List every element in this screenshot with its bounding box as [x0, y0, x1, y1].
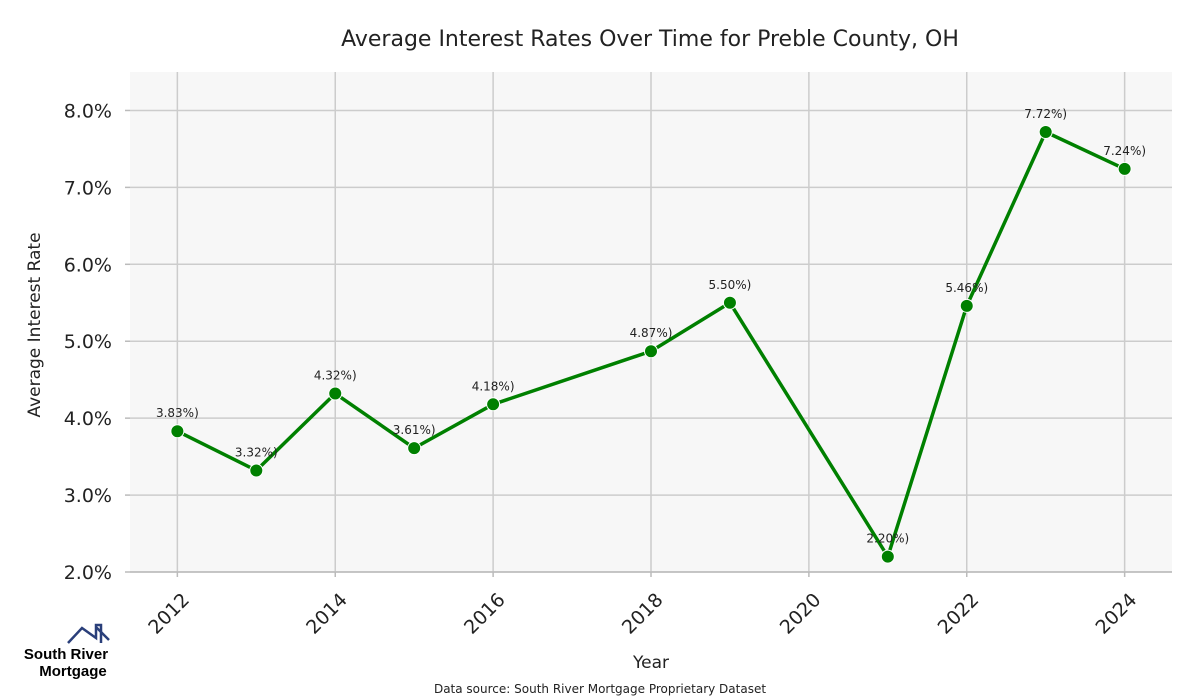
chart-title: Average Interest Rates Over Time for Pre…: [341, 27, 959, 52]
data-point: [486, 397, 501, 412]
logo-line2: Mortgage: [39, 663, 107, 680]
series-line-group: [170, 125, 1132, 564]
data-label: 4.18%): [472, 379, 515, 393]
point-labels: 3.83%) 3.32%) 4.32%) 3.61%) 4.18%) 4.87%) 5.50…: [156, 107, 1146, 546]
y-tick-label: 7.0%: [64, 177, 112, 199]
data-label: 3.61%): [393, 423, 436, 437]
data-source-note: Data source: South River Mortgage Propri…: [434, 682, 766, 696]
grid-lines: [130, 72, 1172, 573]
data-point: [644, 344, 658, 359]
x-axis-title: Year: [632, 653, 669, 673]
data-label: 7.72%): [1024, 107, 1067, 121]
y-tick-label: 4.0%: [64, 408, 112, 430]
y-tick-label: 5.0%: [64, 331, 112, 353]
data-point: [1038, 125, 1053, 139]
y-tick-label: 6.0%: [64, 254, 112, 276]
data-label: 3.32%): [235, 445, 278, 459]
data-label: 5.46%): [945, 281, 988, 295]
logo-line1: South River: [24, 646, 108, 663]
data-point: [959, 298, 974, 313]
data-point: [170, 424, 185, 439]
y-tick-label: 8.0%: [64, 100, 112, 122]
data-point: [249, 463, 264, 478]
data-label: 7.24%): [1103, 144, 1146, 158]
y-axis-title: Average Interest Rate: [25, 232, 45, 417]
house-icon: [67, 623, 110, 644]
data-point: [722, 295, 737, 310]
data-label: 2.20%): [866, 532, 909, 546]
data-label: 5.50%): [709, 278, 752, 292]
y-tick-label: 3.0%: [64, 485, 112, 507]
data-point: [1117, 161, 1132, 176]
data-label: 3.83%): [156, 406, 199, 420]
brand-logo: South River Mortgage: [24, 623, 110, 680]
data-label: 4.32%): [314, 369, 357, 383]
data-point: [407, 441, 422, 456]
data-label: 4.87%): [630, 326, 673, 340]
data-point: [328, 386, 343, 401]
y-tick-label: 2.0%: [64, 562, 112, 584]
data-point: [880, 549, 895, 564]
